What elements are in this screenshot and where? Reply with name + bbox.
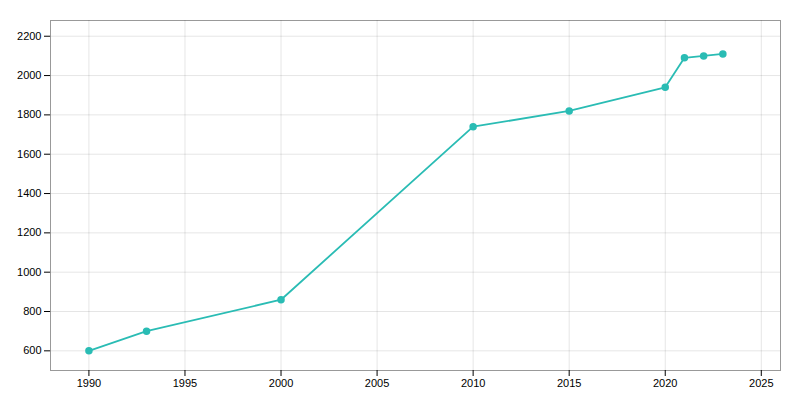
svg-text:2015: 2015 — [557, 377, 581, 389]
svg-text:1990: 1990 — [77, 377, 101, 389]
svg-text:800: 800 — [23, 305, 41, 317]
svg-text:2020: 2020 — [653, 377, 677, 389]
svg-text:600: 600 — [23, 344, 41, 356]
svg-text:1995: 1995 — [173, 377, 197, 389]
svg-text:1400: 1400 — [17, 187, 41, 199]
svg-text:1000: 1000 — [17, 266, 41, 278]
svg-text:1200: 1200 — [17, 226, 41, 238]
svg-text:1800: 1800 — [17, 108, 41, 120]
svg-text:2000: 2000 — [269, 377, 293, 389]
svg-text:2200: 2200 — [17, 30, 41, 42]
svg-text:1600: 1600 — [17, 148, 41, 160]
svg-text:2025: 2025 — [749, 377, 773, 389]
svg-text:2010: 2010 — [461, 377, 485, 389]
svg-text:2000: 2000 — [17, 69, 41, 81]
svg-text:2005: 2005 — [365, 377, 389, 389]
